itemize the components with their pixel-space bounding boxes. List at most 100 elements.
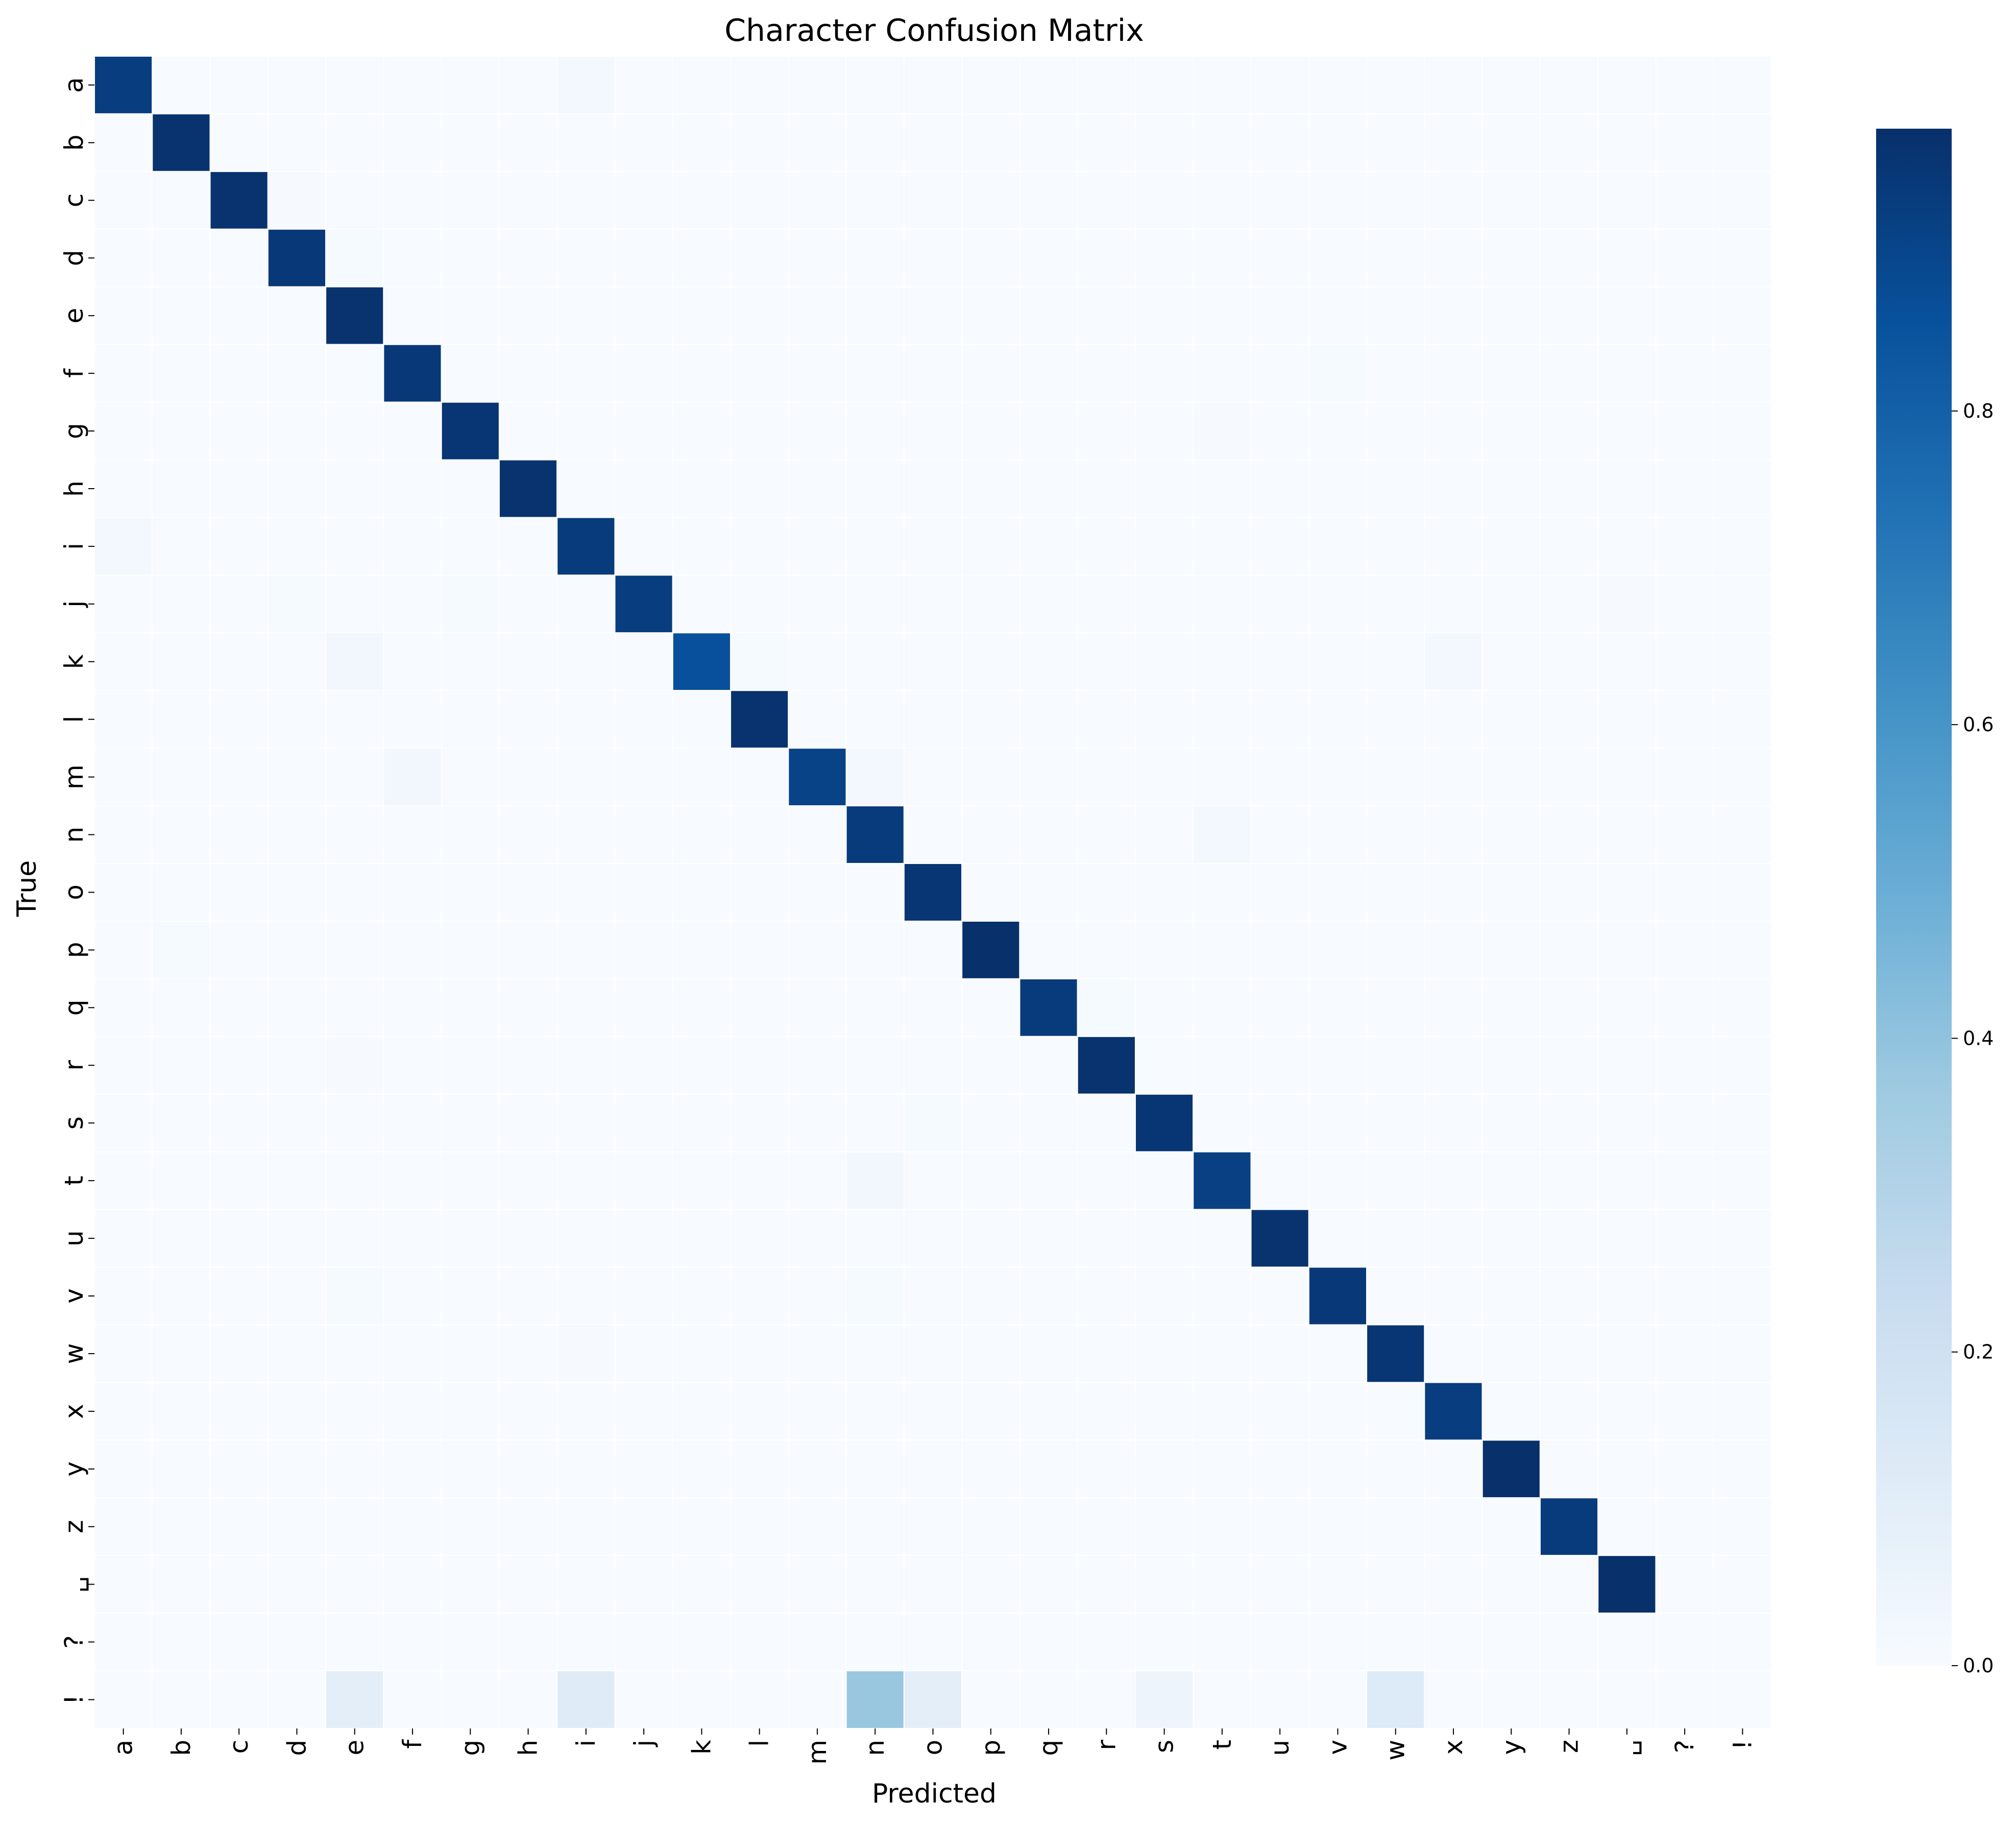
y-tick-label: x <box>59 1404 89 1419</box>
x-tick-label: s <box>1150 1740 1179 1753</box>
heatmap-cell <box>209 517 269 576</box>
heatmap-cell <box>441 863 500 922</box>
heatmap-cell <box>94 344 153 403</box>
heatmap-cell <box>1308 805 1368 864</box>
heatmap-cell <box>903 1497 963 1556</box>
heatmap-cell <box>788 228 847 287</box>
heatmap-cell <box>556 56 616 114</box>
heatmap-cell <box>441 228 500 287</box>
heatmap-cell <box>1193 805 1252 864</box>
heatmap-cell <box>1250 459 1309 518</box>
heatmap-cell <box>961 459 1021 518</box>
heatmap-cell <box>383 1324 442 1383</box>
heatmap-cell <box>903 748 963 807</box>
heatmap-cell <box>441 920 500 979</box>
heatmap-cell <box>267 171 327 230</box>
heatmap-cell <box>441 1151 500 1210</box>
heatmap-cell <box>1597 517 1657 576</box>
heatmap-cell <box>1481 863 1541 922</box>
heatmap-cell <box>1308 1439 1368 1499</box>
heatmap-cell <box>903 1670 963 1729</box>
heatmap-cell <box>267 574 327 634</box>
heatmap-cell <box>1250 1151 1309 1210</box>
heatmap-cell <box>441 632 500 691</box>
heatmap-cell <box>556 1036 616 1095</box>
heatmap-cell <box>1134 748 1194 807</box>
heatmap-cell <box>498 1382 558 1441</box>
heatmap-cell <box>730 459 789 518</box>
heatmap-cell <box>1655 978 1714 1037</box>
heatmap-cell <box>1308 1613 1368 1672</box>
heatmap-cell <box>1597 1613 1657 1672</box>
heatmap-cell <box>1250 1613 1309 1672</box>
heatmap-cell <box>961 1555 1021 1614</box>
heatmap-cell <box>1366 1036 1425 1095</box>
heatmap-cell <box>267 1670 327 1729</box>
heatmap-cell <box>903 459 963 518</box>
heatmap-cell <box>1019 1555 1078 1614</box>
heatmap-cell <box>788 1209 847 1268</box>
heatmap-cell <box>1134 56 1194 114</box>
heatmap-cell <box>672 1036 732 1095</box>
heatmap-cell <box>441 286 500 345</box>
heatmap-cells <box>94 56 1772 1729</box>
heatmap-cell <box>730 517 789 576</box>
heatmap-cell <box>1077 1613 1136 1672</box>
heatmap-cell <box>325 805 384 864</box>
heatmap-cell <box>1655 1613 1714 1672</box>
heatmap-cell <box>1424 344 1483 403</box>
heatmap-cell <box>152 401 211 461</box>
heatmap-cell <box>1077 1382 1136 1441</box>
heatmap-cell <box>152 805 211 864</box>
heatmap-cell <box>788 632 847 691</box>
heatmap-cell <box>1077 228 1136 287</box>
heatmap-cell <box>1250 113 1309 172</box>
heatmap-cell <box>1134 1497 1194 1556</box>
colorbar <box>1876 129 1952 1666</box>
heatmap-cell <box>498 1266 558 1326</box>
heatmap-cell <box>441 1093 500 1152</box>
heatmap-cell <box>1424 1670 1483 1729</box>
heatmap-cell <box>1193 1439 1252 1499</box>
heatmap-cell <box>1539 401 1599 461</box>
heatmap-cell <box>556 1382 616 1441</box>
heatmap-cell <box>1077 632 1136 691</box>
heatmap-cell <box>961 1151 1021 1210</box>
heatmap-cell <box>1597 632 1657 691</box>
heatmap-cell <box>1481 1036 1541 1095</box>
heatmap-cell <box>614 920 673 979</box>
heatmap-cell <box>556 805 616 864</box>
heatmap-cell <box>1366 1497 1425 1556</box>
heatmap-cell <box>152 113 211 172</box>
heatmap-cell <box>1713 459 1772 518</box>
heatmap-cell <box>383 1613 442 1672</box>
heatmap-cell <box>1193 1613 1252 1672</box>
heatmap-cell <box>961 863 1021 922</box>
heatmap-cell <box>94 1439 153 1499</box>
heatmap-cell <box>1539 574 1599 634</box>
heatmap-cell <box>1539 1497 1599 1556</box>
heatmap-cell <box>267 1613 327 1672</box>
heatmap-cell <box>1597 1382 1657 1441</box>
heatmap-cell <box>209 113 269 172</box>
heatmap-cell <box>1713 1555 1772 1614</box>
heatmap-cell <box>209 748 269 807</box>
heatmap-cell <box>1424 863 1483 922</box>
heatmap-cell <box>672 632 732 691</box>
x-tick-label: i <box>571 1740 601 1747</box>
heatmap-cell <box>672 1670 732 1729</box>
heatmap-cell <box>961 1324 1021 1383</box>
heatmap-cell <box>788 574 847 634</box>
heatmap-cell <box>672 171 732 230</box>
heatmap-cell <box>672 113 732 172</box>
heatmap-cell <box>1134 344 1194 403</box>
x-tick-label: a <box>109 1740 138 1756</box>
x-tick-label: z <box>1554 1740 1584 1753</box>
heatmap-cell <box>1019 517 1078 576</box>
heatmap-cell <box>556 1093 616 1152</box>
heatmap-cell <box>1366 401 1425 461</box>
heatmap-cell <box>1366 1670 1425 1729</box>
heatmap-cell <box>614 1151 673 1210</box>
heatmap-cell <box>1539 1439 1599 1499</box>
heatmap-cell <box>556 748 616 807</box>
